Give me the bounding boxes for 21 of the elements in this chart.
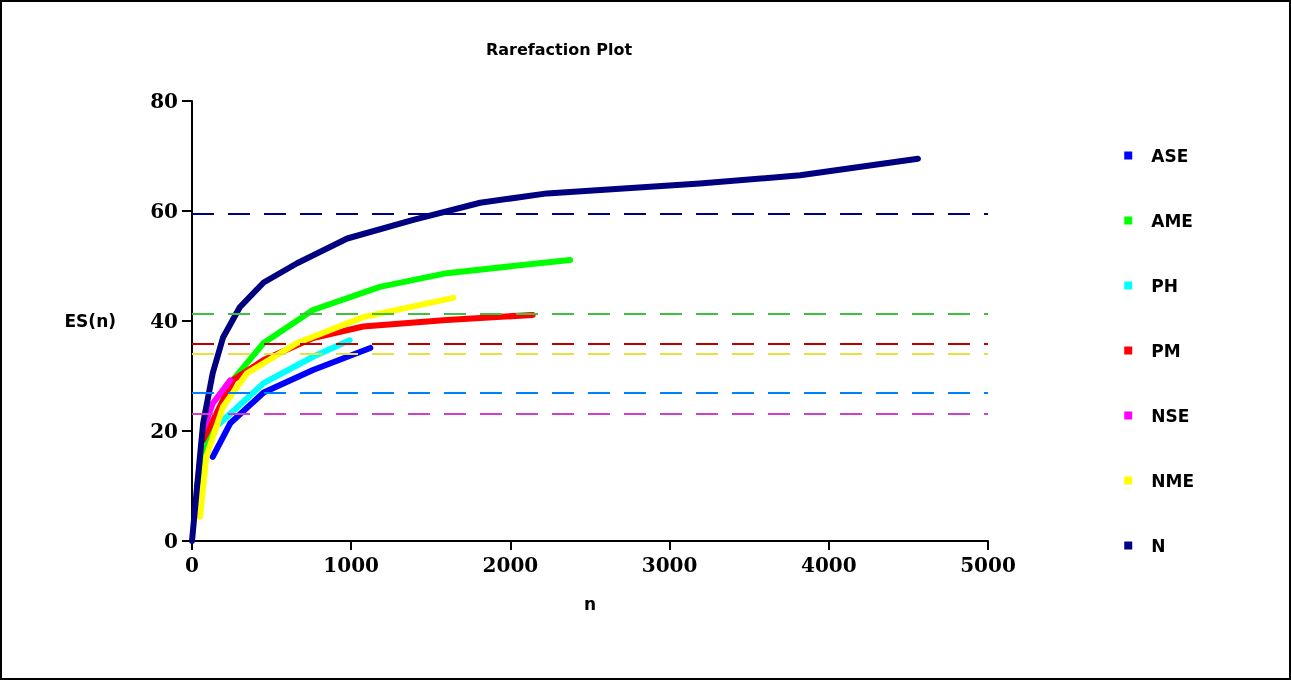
legend-label: N: [1151, 535, 1166, 556]
chart-title: Rarefaction Plot: [485, 39, 633, 59]
legend-label: AME: [1151, 210, 1193, 231]
y-tick-label: 60: [150, 199, 178, 223]
legend-label: NSE: [1151, 405, 1190, 426]
legend-label: NME: [1151, 470, 1195, 491]
y-tick-label: 40: [150, 309, 178, 333]
y-axis-title: ES(n): [64, 311, 116, 331]
y-tick-label: 0: [164, 529, 178, 553]
x-tick-label: 1000: [323, 553, 380, 577]
x-tick-label: 4000: [800, 553, 857, 577]
y-tick-label: 20: [150, 419, 178, 443]
x-tick-label: 2000: [482, 553, 539, 577]
legend-label: PM: [1151, 340, 1181, 361]
legend-label: ASE: [1151, 145, 1189, 166]
legend-label: PH: [1151, 275, 1178, 296]
x-tick-label: 5000: [960, 553, 1016, 577]
x-tick-label: 3000: [641, 553, 698, 577]
y-tick-label: 80: [150, 89, 178, 113]
x-axis-title: n: [583, 593, 597, 614]
x-tick-label: 0: [185, 553, 199, 577]
